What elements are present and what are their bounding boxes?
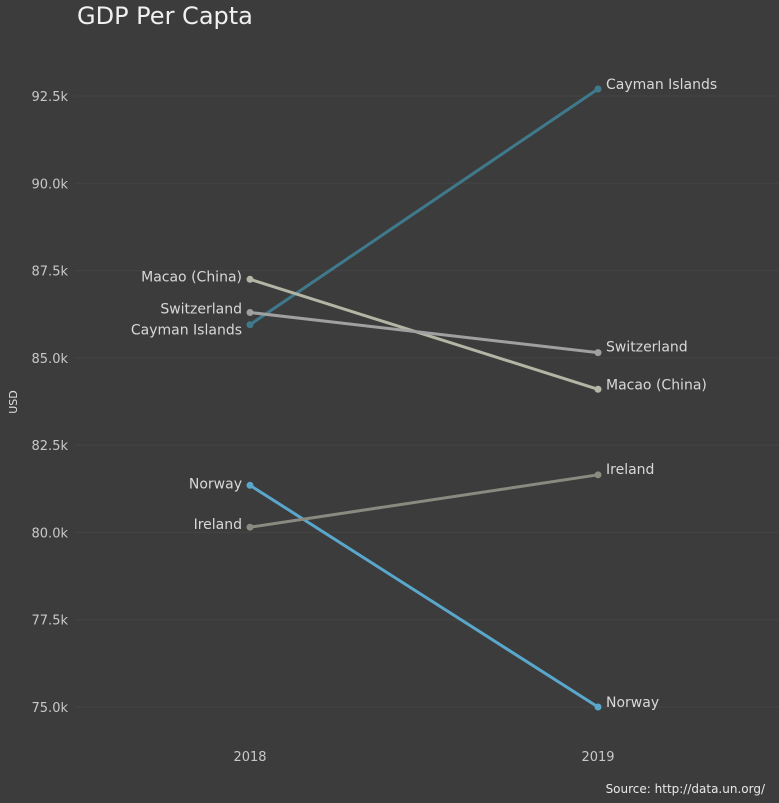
label-layer: Cayman Islands Cayman Islands Macao (China… bbox=[131, 77, 717, 711]
series-line-ireland bbox=[248, 473, 600, 529]
x-axis-ticks: 2018 2019 bbox=[233, 750, 614, 765]
series-label-left-cayman-islands: Cayman Islands bbox=[131, 323, 242, 339]
y-tick-label: 75.0k bbox=[32, 701, 69, 716]
y-tick-label: 92.5k bbox=[32, 90, 69, 105]
data-point-macao-china-2018 bbox=[246, 275, 254, 283]
data-point-norway-2019 bbox=[594, 703, 602, 711]
y-axis-ticks: 75.0k 77.5k 80.0k 82.5k 85.0k 87.5k 90.0k 92.5k bbox=[32, 90, 69, 716]
series-line-norway bbox=[248, 483, 600, 709]
data-point-norway-2018 bbox=[246, 481, 254, 489]
series-label-right-cayman-islands: Cayman Islands bbox=[606, 77, 717, 93]
data-point-switzerland-2018 bbox=[246, 308, 254, 316]
series-label-left-macao-china: Macao (China) bbox=[141, 269, 242, 285]
series-line-cayman-islands bbox=[248, 87, 600, 327]
series-label-right-norway: Norway bbox=[606, 695, 659, 711]
chart-title: GDP Per Capta bbox=[77, 2, 253, 30]
series-label-left-ireland: Ireland bbox=[194, 517, 242, 533]
x-tick-label: 2019 bbox=[581, 750, 614, 765]
series-label-left-switzerland: Switzerland bbox=[160, 301, 242, 317]
data-point-switzerland-2019 bbox=[594, 349, 602, 357]
y-tick-label: 80.0k bbox=[32, 526, 69, 541]
data-point-macao-china-2019 bbox=[594, 385, 602, 393]
y-axis-title: USD bbox=[7, 390, 20, 414]
series-label-right-switzerland: Switzerland bbox=[606, 340, 688, 356]
series-label-left-norway: Norway bbox=[189, 476, 242, 492]
x-tick-label: 2018 bbox=[233, 750, 266, 765]
y-tick-label: 82.5k bbox=[32, 439, 69, 454]
series-line-switzerland bbox=[248, 310, 600, 355]
data-point-cayman-islands-2019 bbox=[594, 85, 602, 93]
data-point-ireland-2018 bbox=[246, 523, 254, 531]
y-tick-label: 87.5k bbox=[32, 265, 69, 280]
data-point-cayman-islands-2018 bbox=[246, 321, 254, 329]
y-tick-label: 85.0k bbox=[32, 352, 69, 367]
y-tick-label: 77.5k bbox=[32, 614, 69, 629]
series-line-macao-china bbox=[248, 277, 600, 391]
series-label-right-ireland: Ireland bbox=[606, 462, 654, 478]
grid-layer bbox=[75, 95, 779, 708]
series-label-right-macao-china: Macao (China) bbox=[606, 377, 707, 393]
y-tick-label: 90.0k bbox=[32, 177, 69, 192]
data-point-ireland-2019 bbox=[594, 471, 602, 479]
series-layer bbox=[246, 85, 602, 711]
source-note: Source: http://data.un.org/ bbox=[606, 782, 766, 796]
